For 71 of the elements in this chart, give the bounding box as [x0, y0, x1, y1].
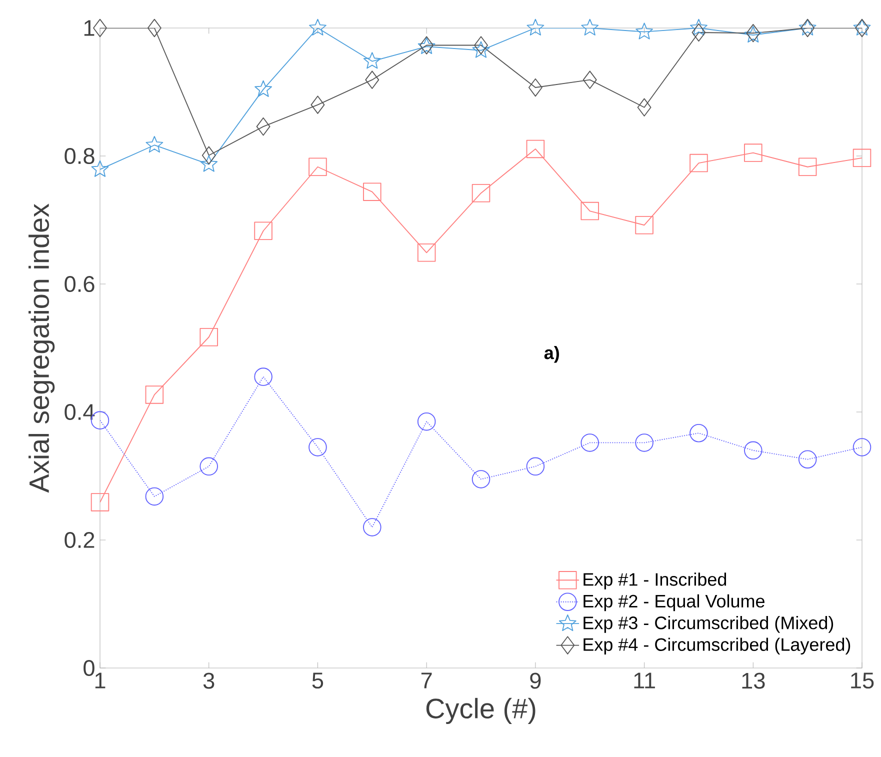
point — [310, 96, 325, 114]
point — [582, 70, 597, 89]
point — [637, 98, 652, 116]
point — [309, 18, 326, 36]
point — [472, 41, 490, 58]
point — [852, 438, 872, 456]
y-tick-label: 0.8 — [64, 148, 94, 164]
annotation: a) — [544, 346, 559, 363]
point — [93, 18, 107, 38]
point — [690, 424, 708, 442]
point — [254, 80, 272, 97]
point — [256, 117, 270, 136]
point — [90, 493, 110, 512]
x-tick-label: 1 — [95, 672, 106, 688]
point — [147, 18, 162, 38]
point — [200, 155, 218, 172]
point — [146, 136, 164, 153]
point — [363, 518, 382, 536]
x-tick-label: 5 — [312, 672, 324, 689]
point — [308, 158, 327, 176]
point — [363, 182, 382, 201]
point — [526, 140, 545, 158]
point — [798, 450, 817, 468]
point — [744, 144, 762, 162]
x-tick-label: 15 — [851, 672, 874, 689]
legend-label: Exp #2 - Equal Volume — [584, 594, 764, 612]
point — [474, 36, 488, 54]
x-tick-label: 11 — [634, 672, 655, 688]
y-tick-label: 1 — [84, 20, 94, 36]
point — [635, 216, 654, 234]
point — [254, 222, 272, 240]
x-tick-label: 13 — [742, 672, 765, 689]
legend-label: Exp #3 - Circumscribed (Mixed) — [584, 616, 834, 633]
x-axis-title: Cycle (#) — [426, 698, 536, 724]
point — [202, 146, 216, 164]
point — [580, 202, 599, 220]
point — [636, 22, 654, 40]
y-tick-label: 0.6 — [64, 276, 94, 292]
point — [798, 158, 817, 176]
point — [690, 154, 708, 172]
point — [145, 386, 164, 404]
point — [365, 70, 380, 89]
y-tick-label: 0.2 — [64, 532, 94, 548]
point — [580, 434, 599, 452]
x-tick-label: 9 — [530, 672, 541, 689]
point — [145, 487, 164, 506]
y-axis-title: Axial segregation index — [28, 204, 55, 493]
point — [526, 18, 544, 36]
y-tick-label: 0.4 — [64, 404, 95, 420]
point — [635, 434, 654, 452]
point — [690, 18, 708, 36]
legend-label: Exp #4 - Circumscribed (Layered) — [584, 638, 850, 655]
point — [692, 23, 706, 42]
x-tick-label: 3 — [203, 672, 214, 689]
point — [200, 457, 218, 476]
point — [528, 78, 542, 97]
y-tick-label: 0 — [84, 660, 94, 676]
point — [308, 438, 327, 456]
point — [526, 457, 545, 476]
point — [417, 244, 436, 262]
point — [472, 470, 490, 488]
point — [581, 18, 599, 36]
point — [417, 412, 436, 431]
x-tick-label: 7 — [421, 672, 432, 688]
point — [254, 368, 272, 386]
point — [363, 52, 381, 69]
point — [472, 184, 490, 202]
legend-label: Exp #1 - Inscribed — [584, 572, 726, 590]
point — [200, 328, 218, 346]
point — [852, 148, 872, 168]
point — [744, 441, 762, 460]
